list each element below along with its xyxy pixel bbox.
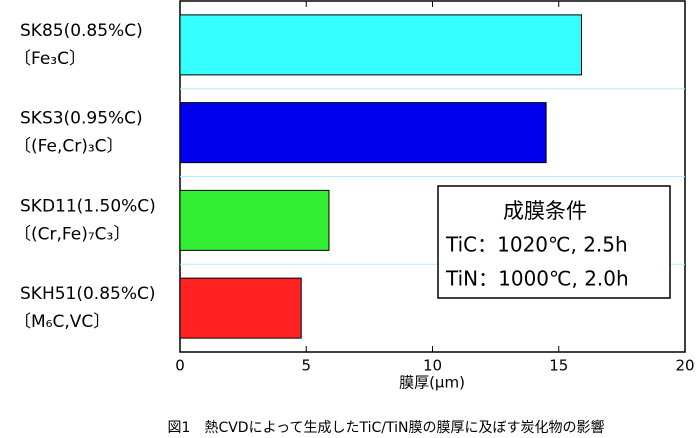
annotation-box bbox=[437, 185, 671, 299]
x-tick-label: 5 bbox=[301, 357, 311, 375]
category-label: SKH51(0.85%C) bbox=[20, 284, 156, 304]
bar bbox=[179, 277, 302, 339]
category-sublabel: 〔(Cr,Fe)₇C₃〕 bbox=[14, 224, 130, 244]
x-tick-label: 15 bbox=[549, 357, 568, 375]
annotation: TiC：1020℃, 2.5h bbox=[445, 233, 628, 257]
x-axis-label: 膜厚(μm) bbox=[399, 374, 465, 392]
annotation: 成膜条件 bbox=[503, 199, 587, 223]
bar bbox=[179, 102, 547, 164]
bar bbox=[179, 189, 330, 251]
x-tick-label: 10 bbox=[423, 357, 442, 375]
annotation: TiN：1000℃, 2.0h bbox=[445, 267, 629, 291]
bar bbox=[179, 14, 582, 76]
x-tick-label: 0 bbox=[175, 357, 185, 375]
category-sublabel: 〔Fe₃C〕 bbox=[14, 49, 86, 69]
category-label: SKS3(0.95%C) bbox=[20, 109, 143, 129]
category-sublabel: 〔(Fe,Cr)₃C〕 bbox=[14, 137, 124, 157]
x-tick-label: 20 bbox=[675, 357, 694, 375]
category-sublabel: 〔M₆C,VC〕 bbox=[14, 312, 110, 332]
category-label: SK85(0.85%C) bbox=[20, 21, 143, 41]
category-label: SKD11(1.50%C) bbox=[20, 196, 156, 216]
caption: 図1 熱CVDによって生成したTiC/TiN膜の膜厚に及ぼす炭化物の影響 bbox=[168, 419, 605, 436]
